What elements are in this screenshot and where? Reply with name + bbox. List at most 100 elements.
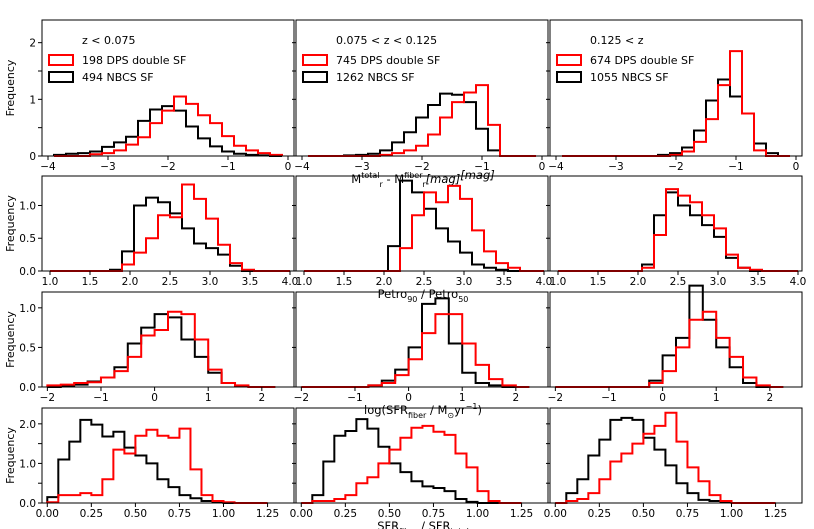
x-tick-label: −4 (40, 161, 56, 173)
y-tick-label: 0.5 (19, 342, 36, 354)
y-tick-label: 1.0 (19, 200, 36, 212)
y-axis-label: Frequency (4, 59, 17, 116)
panel-r4-c3: 0.00 0.25 0.50 0.75 1.00 1.25 (544, 407, 803, 520)
x-tick-label: −1 (728, 161, 743, 173)
x-tick-label: 1 (459, 392, 466, 404)
nbcs-histogram (50, 196, 290, 272)
nbcs-histogram (558, 191, 798, 272)
x-tick-label: 1.5 (336, 276, 353, 288)
x-tick-label: 4.0 (790, 276, 807, 288)
x-tick-label: 1.0 (296, 276, 313, 288)
x-tick-label: 0.75 (422, 508, 445, 520)
panel-frame (549, 407, 803, 504)
panel-frame (41, 19, 295, 157)
y-tick-label: 0 (29, 151, 36, 163)
legend-label: 198 DPS double SF (82, 54, 186, 67)
y-tick-label: 2 (29, 38, 36, 50)
legend-swatch (556, 71, 582, 83)
panel-r2-c1: 1.0 1.5 2.0 2.5 3.0 3.5 4.0 0.0 0.5 1.0 (19, 175, 298, 288)
panel-r1-c1: −4 −3 −2 −1 0 0 1 2 z < 0.075 198 DPS double SF 49… (29, 19, 295, 173)
x-tick-label: −3 (354, 161, 369, 173)
y-tick-label: 0.0 (19, 266, 36, 278)
x-tick-label: 3.5 (750, 276, 767, 288)
panel-frame (549, 291, 803, 388)
x-tick-label: 0 (793, 161, 800, 173)
nbcs-histogram (562, 78, 790, 157)
y-tick-label: 0.0 (19, 498, 36, 510)
panel-r3-c1: −2 −1 0 1 2 0.0 0.5 1.0 (19, 291, 295, 404)
x-tick-label: −1 (474, 161, 489, 173)
y-tick-label: 1 (29, 94, 36, 106)
y-axis-label: Frequency (4, 195, 17, 252)
x-tick-label: 0 (539, 161, 546, 173)
panel-r2-c2: 1.0 1.5 2.0 2.5 3.0 3.5 4.0 (292, 175, 552, 288)
x-tick-label: 0 (405, 392, 412, 404)
x-tick-label: −2 (160, 161, 175, 173)
y-axis-label: Frequency (4, 311, 17, 368)
x-tick-label: −1 (220, 161, 235, 173)
x-tick-label: 2.5 (162, 276, 179, 288)
legend-title: 0.075 < z < 0.125 (336, 34, 437, 47)
dps-histogram (301, 313, 530, 388)
legend-title: z < 0.075 (82, 34, 135, 47)
x-tick-label: −2 (668, 161, 683, 173)
nbcs-histogram (301, 297, 530, 388)
y-tick-label: 1.0 (19, 458, 36, 470)
nbcs-histogram (301, 418, 522, 504)
x-tick-label: −1 (601, 392, 616, 404)
x-tick-label: 1.25 (510, 508, 533, 520)
legend-label: 674 DPS double SF (590, 54, 694, 67)
x-tick-label: 2 (512, 392, 519, 404)
dps-histogram (308, 84, 536, 157)
dps-histogram (304, 184, 544, 272)
x-tick-label: 2 (258, 392, 265, 404)
panel-frame (41, 407, 295, 504)
legend-label: 494 NBCS SF (82, 71, 154, 84)
x-tick-label: 2.0 (376, 276, 393, 288)
x-tick-label: 1 (713, 392, 720, 404)
x-tick-label: −1 (347, 392, 362, 404)
x-tick-label: 0.25 (588, 508, 611, 520)
legend-swatch (302, 71, 328, 83)
x-tick-label: 1 (205, 392, 212, 404)
x-tick-label: 0.75 (168, 508, 191, 520)
x-tick-label: 0.00 (36, 508, 59, 520)
panel-frame (549, 19, 803, 157)
x-tick-label: 1.00 (720, 508, 743, 520)
nbcs-histogram (53, 105, 282, 157)
panel-r3-c2: −2 −1 0 1 2 (292, 291, 549, 404)
y-tick-label: 2.0 (19, 419, 36, 431)
x-tick-label: −1 (93, 392, 108, 404)
y-axis-label: Frequency (4, 427, 17, 484)
panel-r1-c2: −4 −3 −2 −1 0 0.075 < z < 0.125 745 DPS double… (292, 19, 549, 173)
x-tick-label: 0.25 (80, 508, 103, 520)
dps-histogram (301, 424, 522, 504)
x-tick-label: 0.25 (334, 508, 357, 520)
legend-label: 1055 NBCS SF (590, 71, 669, 84)
legend-swatch (556, 54, 582, 66)
panel-frame (41, 291, 295, 388)
legend-label: 745 DPS double SF (336, 54, 440, 67)
x-tick-label: −4 (294, 161, 310, 173)
x-tick-label: 2.5 (416, 276, 433, 288)
y-tick-label: 0.0 (19, 382, 36, 394)
x-tick-label: 3.5 (496, 276, 513, 288)
x-tick-label: 1.00 (466, 508, 489, 520)
x-axis-label: SFRfiber / SFRtotal (377, 519, 469, 529)
panel-frame (41, 175, 295, 272)
legend-swatch (48, 54, 74, 66)
dps-histogram (54, 95, 283, 157)
panel-r2-c3: 1.0 1.5 2.0 2.5 3.0 3.5 4.0 (546, 175, 807, 288)
legend-label: 1262 NBCS SF (336, 71, 415, 84)
x-axis-label: Petro90 / Petro50 (378, 287, 469, 304)
x-tick-label: 3.0 (710, 276, 727, 288)
legend-swatch (302, 54, 328, 66)
x-tick-label: 1.00 (212, 508, 235, 520)
x-tick-label: 0.75 (676, 508, 699, 520)
x-tick-label: 0 (659, 392, 666, 404)
y-tick-label: 1.0 (19, 303, 36, 315)
x-tick-label: 0 (285, 161, 292, 173)
x-tick-label: 1.25 (256, 508, 279, 520)
x-axis-label: log(SFRfiber / M⊙yr−1) (364, 402, 482, 420)
